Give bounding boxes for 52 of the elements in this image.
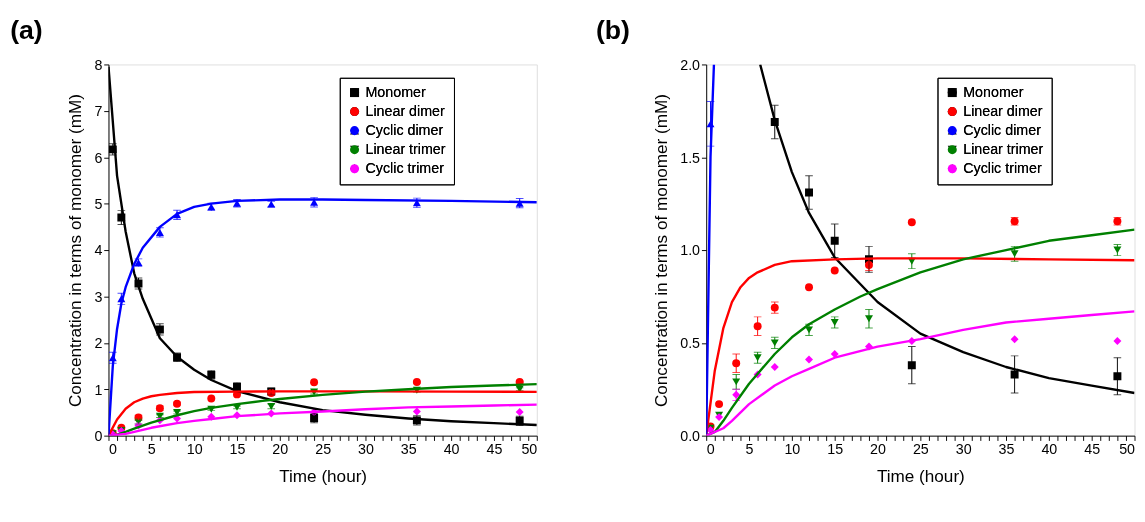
legend-label: Cyclic trimer [963, 160, 1042, 177]
x-tick-label: 0 [108, 441, 117, 458]
legend-label: Linear trimer [963, 141, 1044, 158]
x-tick-label: 50 [521, 441, 538, 458]
x-axis-title: Time (hour) [279, 465, 368, 486]
legend-label: Linear dimer [963, 103, 1043, 120]
legend-label: Monomer [963, 84, 1024, 101]
x-tick-label: 40 [443, 441, 460, 458]
x-tick-label: 0 [706, 441, 715, 458]
x-tick-label: 15 [229, 441, 246, 458]
x-tick-label: 40 [1041, 441, 1058, 458]
y-tick-label: 5 [94, 195, 103, 212]
x-tick-label: 30 [358, 441, 374, 458]
x-tick-label: 5 [147, 441, 156, 458]
y-tick-label: 0 [94, 427, 103, 444]
x-tick-label: 5 [745, 441, 754, 458]
x-tick-label: 20 [870, 441, 887, 458]
legend-label: Cyclic dimer [963, 122, 1042, 139]
x-tick-label: 45 [1084, 441, 1101, 458]
x-tick-label: 25 [315, 441, 332, 458]
chart-title: (b) [595, 14, 630, 45]
y-tick-label: 8 [94, 56, 103, 73]
x-tick-label: 45 [486, 441, 503, 458]
y-axis-title: Concentration in terms of monomer (mM) [650, 93, 671, 408]
legend-label: Cyclic trimer [365, 160, 445, 177]
x-axis-title: Time (hour) [876, 465, 965, 486]
x-tick-label: 10 [186, 441, 203, 458]
y-tick-label: 1 [94, 381, 103, 398]
legend-label: Monomer [365, 84, 426, 101]
x-tick-label: 35 [998, 441, 1015, 458]
x-tick-label: 35 [400, 441, 417, 458]
y-tick-label: 1.0 [680, 242, 701, 259]
y-tick-label: 1.5 [680, 149, 701, 166]
y-tick-label: 2 [94, 335, 103, 352]
legend-label: Cyclic dimer [365, 122, 444, 139]
x-tick-label: 30 [955, 441, 972, 458]
legend-label: Linear dimer [365, 103, 446, 120]
y-tick-label: 7 [94, 103, 103, 120]
y-tick-label: 3 [94, 288, 103, 305]
x-tick-label: 20 [272, 441, 289, 458]
y-tick-label: 0.0 [680, 427, 701, 444]
y-tick-label: 4 [94, 242, 103, 259]
chart-title: (a) [10, 14, 43, 45]
x-tick-label: 25 [912, 441, 929, 458]
x-tick-label: 50 [1119, 441, 1136, 458]
x-tick-label: 15 [827, 441, 844, 458]
y-tick-label: 2.0 [680, 56, 701, 73]
y-tick-label: 0.5 [680, 335, 701, 352]
y-axis-title: Concentration in terms of monomer (mM) [65, 93, 86, 408]
x-tick-label: 10 [784, 441, 801, 458]
legend-label: Linear trimer [365, 141, 446, 158]
y-tick-label: 6 [94, 149, 103, 166]
